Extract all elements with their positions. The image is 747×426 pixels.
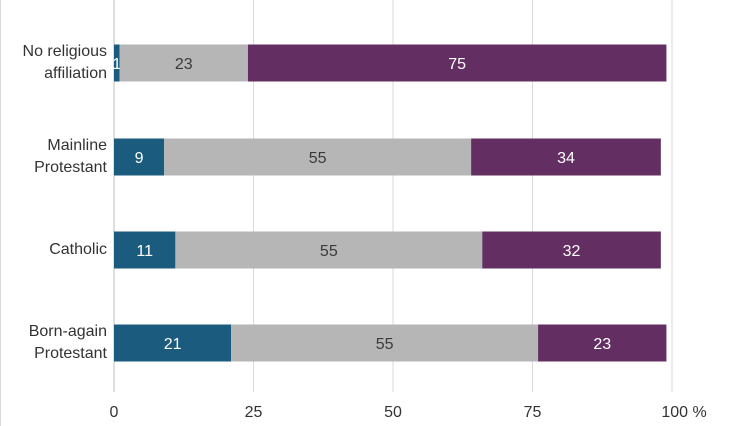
- data-label-3-0: 21: [164, 336, 182, 353]
- category-label-2: Catholic: [0, 239, 107, 261]
- bar-segment-0-2: [247, 44, 667, 82]
- bar-segment-3-0: [114, 324, 232, 362]
- category-label-line: Protestant: [34, 159, 107, 176]
- category-label-3: Born-again Protestant: [0, 321, 107, 365]
- x-tick-label-25: 25: [245, 404, 263, 421]
- bar-segment-2-2: [482, 231, 661, 269]
- data-label-0-2: 75: [448, 56, 466, 73]
- bar-segment-0-0: [114, 44, 120, 82]
- bar-segment-3-2: [538, 324, 667, 362]
- bar-segment-1-1: [164, 138, 472, 176]
- data-label-2-1: 55: [320, 243, 338, 260]
- category-label-line: Born-again: [28, 323, 107, 340]
- category-label-0: No religious affiliation: [0, 41, 107, 85]
- bar-segment-0-1: [119, 44, 248, 82]
- category-label-line: No religious: [22, 43, 107, 60]
- category-label-line: Catholic: [49, 241, 107, 258]
- category-label-line: affiliation: [44, 65, 107, 82]
- data-label-1-0: 9: [135, 150, 144, 167]
- bar-segment-1-0: [114, 138, 165, 176]
- category-label-line: Mainline: [47, 137, 107, 154]
- data-label-0-0: 1: [112, 56, 121, 73]
- category-label-1: Mainline Protestant: [0, 135, 107, 179]
- bar-segment-2-1: [175, 231, 483, 269]
- left-frame-edge: [0, 0, 1, 426]
- data-label-2-2: 32: [563, 243, 581, 260]
- bar-segment-2-0: [114, 231, 176, 269]
- data-label-1-1: 55: [309, 150, 327, 167]
- bar-segment-1-2: [471, 138, 661, 176]
- data-label-3-2: 23: [593, 336, 611, 353]
- x-tick-label-100: 100 %: [661, 404, 706, 421]
- data-label-0-1: 23: [175, 56, 193, 73]
- bar-segment-3-1: [231, 324, 539, 362]
- data-label-3-1: 55: [376, 336, 394, 353]
- x-tick-label-0: 0: [110, 404, 119, 421]
- category-label-line: Protestant: [34, 345, 107, 362]
- data-label-2-0: 11: [136, 243, 153, 260]
- data-label-1-2: 34: [557, 150, 575, 167]
- x-tick-label-50: 50: [384, 404, 402, 421]
- x-tick-label-75: 75: [524, 404, 542, 421]
